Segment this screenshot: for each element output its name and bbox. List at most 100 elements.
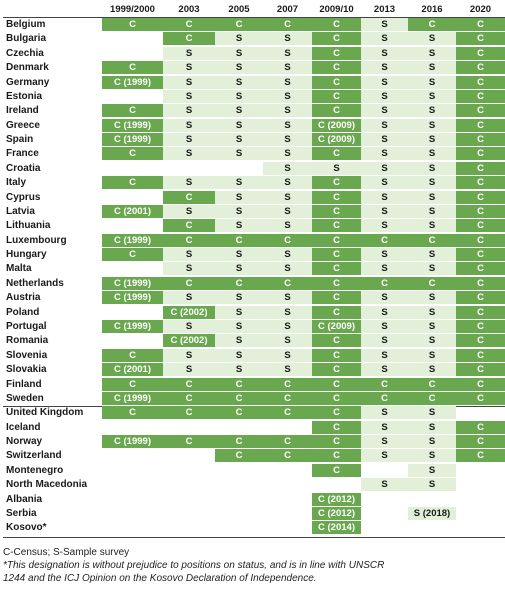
table-cell: C [312, 190, 361, 204]
table-cell: C [312, 176, 361, 190]
table-cell: S [408, 435, 456, 449]
table-cell: C [215, 377, 263, 391]
table-cell [102, 219, 163, 232]
table-row: Kosovo* C (2014) [3, 521, 505, 535]
table-cell: S [263, 363, 312, 377]
table-cell [102, 47, 163, 60]
table-cell: C [163, 219, 215, 233]
table-row: Poland C (2002) S S C S S C [3, 305, 505, 319]
table-cell: S [263, 204, 312, 218]
table-cell: S [215, 46, 263, 60]
table-cell: S [408, 319, 456, 333]
table-cell: C [312, 305, 361, 319]
table-cell: S [408, 176, 456, 190]
table-notes: C-Census; S-Sample survey *This designat… [3, 546, 384, 585]
table-cell: S [361, 118, 408, 132]
country-name: United Kingdom [6, 407, 84, 419]
table-cell: S [163, 248, 215, 262]
table-cell: C [312, 75, 361, 89]
table-cell: C [102, 18, 163, 31]
table-cell: C (1999) [102, 391, 163, 405]
table-cell: C [102, 377, 163, 391]
table-cell: C [361, 276, 408, 290]
table-cell: S [263, 248, 312, 262]
table-cell [215, 507, 263, 520]
table-cell [215, 521, 263, 534]
table-row: Ireland C S S S C S S C [3, 104, 505, 118]
table-cell: C [312, 89, 361, 103]
table-row: Germany C (1999) S S S C S S C [3, 75, 505, 89]
table-cell [215, 464, 263, 477]
table-cell: C [312, 276, 361, 290]
table-cell: C [408, 377, 456, 391]
table-cell: S [163, 75, 215, 89]
table-cell: S [163, 104, 215, 118]
table-cell: C [312, 291, 361, 305]
table-cell: S [312, 161, 361, 175]
table-cell: C [263, 391, 312, 405]
country-name: Germany [6, 76, 50, 88]
table-cell: S [215, 104, 263, 118]
table-cell: S [361, 348, 408, 362]
table-cell: C [456, 190, 505, 204]
table-cell: S [361, 262, 408, 276]
country-name: Malta [6, 263, 32, 275]
table-cell: C (1999) [102, 75, 163, 89]
table-cell: C [456, 233, 505, 247]
table-cell: S [408, 89, 456, 103]
table-cell [102, 421, 163, 434]
country-name: Iceland [6, 421, 41, 433]
table-cell: C [312, 233, 361, 247]
table-cell [102, 306, 163, 319]
table-cell: S [215, 75, 263, 89]
table-cell: S [408, 204, 456, 218]
table-cell: S [408, 133, 456, 147]
table-cell: S [361, 147, 408, 161]
table-cell [102, 493, 163, 506]
table-cell: C (1999) [102, 291, 163, 305]
table-cell: C [312, 391, 361, 405]
table-cell [456, 521, 505, 534]
table-cell: S [215, 89, 263, 103]
table-row: Luxembourg C (1999) C C C C C C C [3, 233, 505, 247]
table-cell: S [163, 147, 215, 161]
table-cell: S [408, 118, 456, 132]
table-cell: S [163, 118, 215, 132]
country-name: Greece [6, 119, 40, 131]
country-name: Kosovo* [6, 522, 47, 534]
table-cell: C [456, 449, 505, 463]
table-cell: S [263, 348, 312, 362]
table-cell: S [215, 133, 263, 147]
table-cell [215, 478, 263, 491]
country-name: Hungary [6, 249, 47, 261]
table-cell: S [408, 363, 456, 377]
table-cell: C [312, 334, 361, 348]
table-cell: S (2018) [408, 506, 456, 520]
table-cell [163, 478, 215, 491]
table-cell [163, 162, 215, 175]
table-cell: C [163, 233, 215, 247]
table-cell: S [163, 204, 215, 218]
table-cell: S [361, 420, 408, 434]
table-cell: C [456, 435, 505, 449]
table-cell: S [408, 478, 456, 492]
country-name: Denmark [6, 62, 49, 74]
country-name: Albania [6, 493, 43, 505]
table-cell: S [361, 104, 408, 118]
table-row: France C S S S C S S C [3, 147, 505, 161]
table-cell [456, 478, 505, 491]
footnote-line-1: *This designation is without prejudice t… [3, 560, 385, 571]
table-cell: C [456, 89, 505, 103]
table-cell: S [408, 61, 456, 75]
table-row: Switzerland C C C S S C [3, 449, 505, 463]
table-cell [263, 464, 312, 477]
table-cell: S [215, 219, 263, 233]
column-header: 2009/10 [312, 3, 361, 16]
table-cell: C [456, 305, 505, 319]
country-name: Portugal [6, 320, 47, 332]
table-cell: S [408, 161, 456, 175]
table-cell: C [102, 147, 163, 161]
table-cell: C [456, 147, 505, 161]
country-name: Spain [6, 134, 34, 146]
table-cell: C (1999) [102, 233, 163, 247]
